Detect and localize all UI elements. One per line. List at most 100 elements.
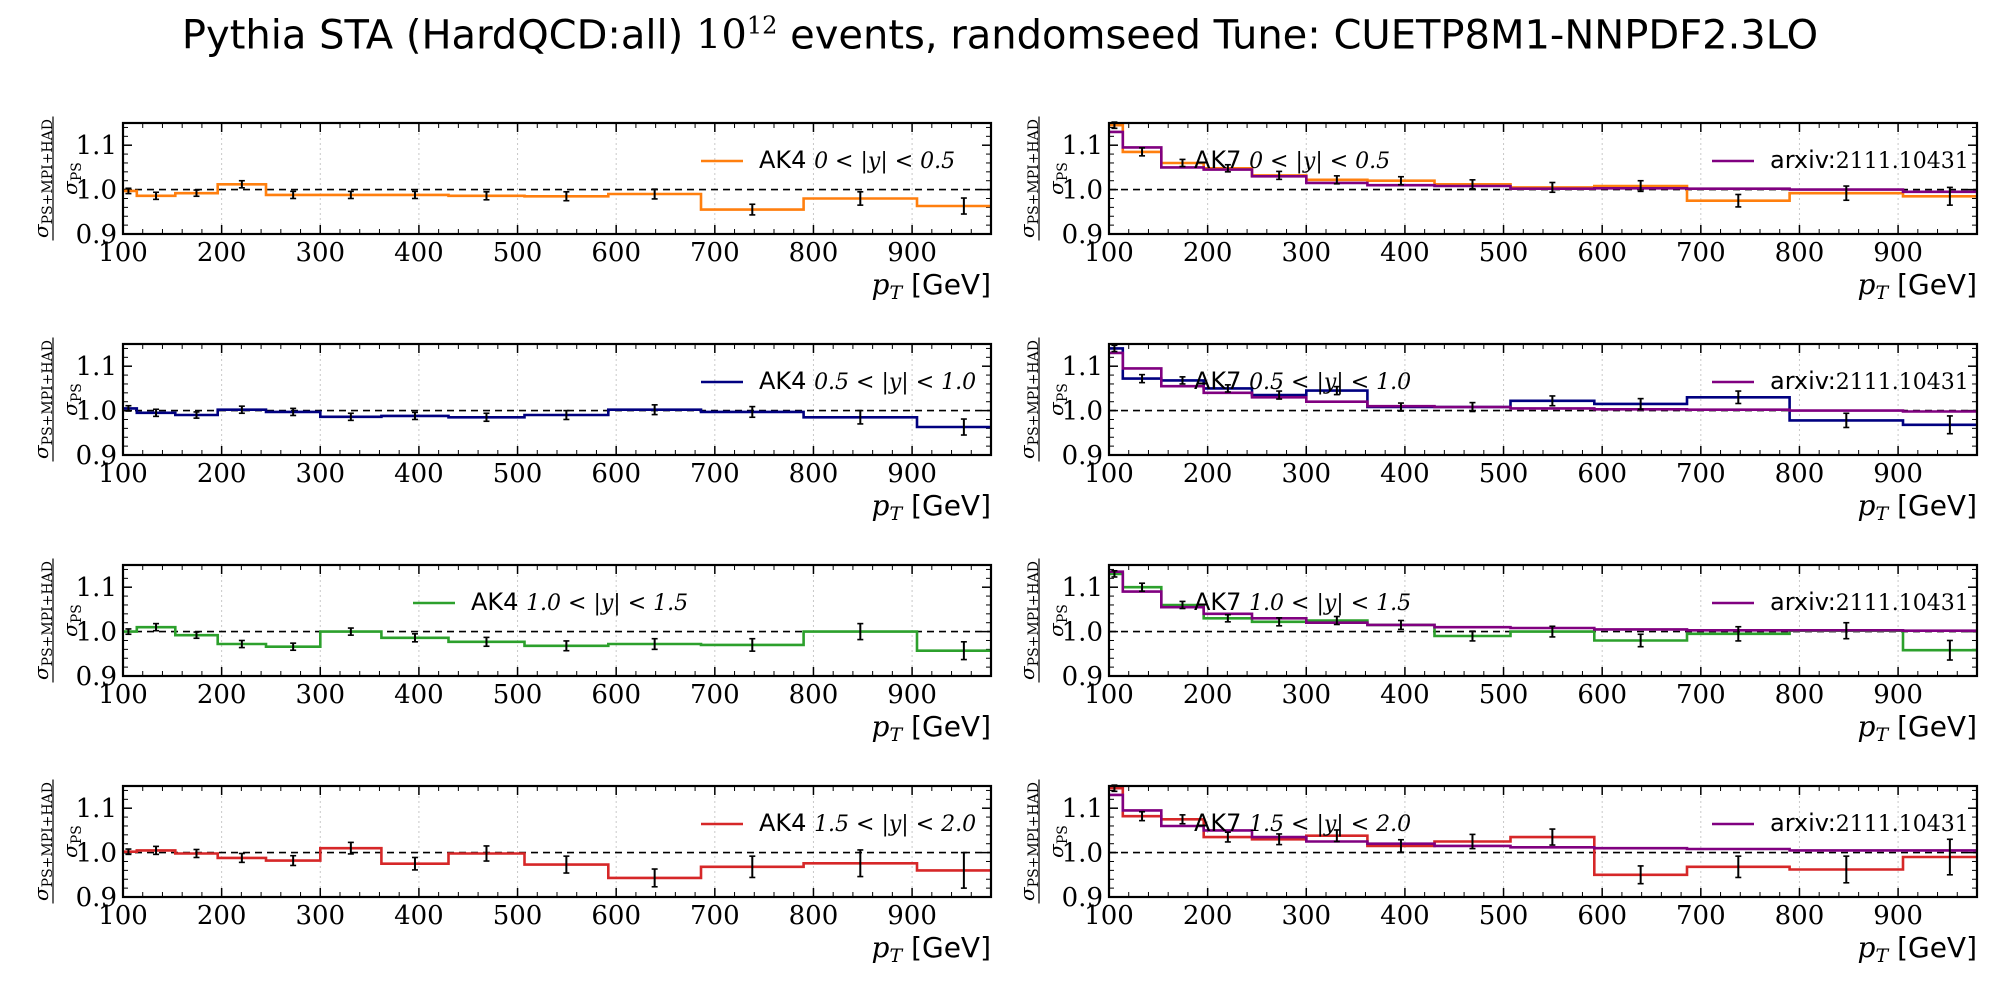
x-tick-label: 500 xyxy=(1479,901,1529,931)
axes-frame xyxy=(121,121,993,236)
x-tick-label: 100 xyxy=(98,459,148,489)
x-tick-label: 500 xyxy=(493,238,543,268)
y-tick-label: 1.0 xyxy=(76,618,117,648)
x-tick-label: 300 xyxy=(295,901,345,931)
legend-label: AK4 1.0 < |y| < 1.5 xyxy=(471,588,688,616)
x-tick-label: 800 xyxy=(789,238,839,268)
x-tick-label: 300 xyxy=(1281,238,1331,268)
x-tick-label: 700 xyxy=(1676,238,1726,268)
x-tick-label: 200 xyxy=(197,680,247,710)
legend-label: AK7 1.5 < |y| < 2.0 xyxy=(1194,809,1411,837)
y-tick-label: 1.1 xyxy=(76,352,117,382)
subplot-7: 100 200 300 400 500 600 700 800 900 0.9 1.0 1.1 pT [… xyxy=(29,779,993,967)
x-tick-label: 300 xyxy=(295,238,345,268)
x-tick-label: 100 xyxy=(1084,901,1134,931)
plot-area xyxy=(123,786,991,897)
legend-label: AK7 0.5 < |y| < 1.0 xyxy=(1194,367,1411,395)
legend: AK4 0 < |y| < 0.5 xyxy=(701,146,955,174)
x-tick-label: 100 xyxy=(1084,238,1134,268)
x-tick-label: 600 xyxy=(1577,459,1627,489)
axes-frame xyxy=(1107,563,1979,678)
x-tick-label: 100 xyxy=(98,680,148,710)
x-tick-label: 500 xyxy=(1479,238,1529,268)
x-axis-label: pT [GeV] xyxy=(872,931,991,967)
y-label-numerator: σPS xyxy=(58,604,85,637)
y-tick-label: 1.0 xyxy=(1062,839,1103,869)
y-label-denominator: σPS+MPI+HAD xyxy=(1015,119,1042,238)
title-power: 1012 xyxy=(696,12,777,58)
y-tick-label: 0.9 xyxy=(1062,883,1103,913)
axes-frame xyxy=(1107,342,1979,457)
legend: AK7 0.5 < |y| < 1.0 arxiv:2111.10431 xyxy=(1194,367,1969,395)
y-tick-label: 0.9 xyxy=(1062,441,1103,471)
x-tick-label: 200 xyxy=(1183,901,1233,931)
x-tick-label: 300 xyxy=(1281,680,1331,710)
x-tick-label: 900 xyxy=(887,680,937,710)
x-tick-label: 800 xyxy=(789,901,839,931)
x-tick-label: 400 xyxy=(1380,238,1430,268)
x-tick-label: 100 xyxy=(1084,680,1134,710)
x-tick-label: 500 xyxy=(493,680,543,710)
x-tick-label: 300 xyxy=(1281,901,1331,931)
axes-frame xyxy=(1107,784,1979,899)
title-prefix: Pythia STA (HardQCD:all) xyxy=(181,12,684,59)
y-tick-label: 1.0 xyxy=(76,839,117,869)
y-label-numerator: σPS xyxy=(1044,383,1071,416)
y-tick-label: 1.1 xyxy=(76,131,117,161)
subplot-3: 100 200 300 400 500 600 700 800 900 0.9 1.0 1.1 pT [… xyxy=(29,337,993,525)
x-tick-label: 300 xyxy=(1281,459,1331,489)
y-label-numerator: σPS xyxy=(1044,825,1071,858)
legend-label: AK4 1.5 < |y| < 2.0 xyxy=(759,809,976,837)
legend: AK4 0.5 < |y| < 1.0 xyxy=(701,367,976,395)
x-tick-label: 600 xyxy=(591,901,641,931)
title-suffix: events, randomseed Tune: CUETP8M1-NNPDF2… xyxy=(790,12,1819,59)
y-tick-label: 0.9 xyxy=(1062,220,1103,250)
legend: AK7 0 < |y| < 0.5 arxiv:2111.10431 xyxy=(1194,146,1969,174)
subplot-1: 100 200 300 400 500 600 700 800 900 0.9 1.0 1.1 pT [… xyxy=(29,116,993,304)
x-tick-label: 700 xyxy=(690,238,740,268)
x-tick-label: 600 xyxy=(1577,238,1627,268)
legend-label: AK4 0 < |y| < 0.5 xyxy=(759,146,955,174)
x-tick-label: 700 xyxy=(1676,901,1726,931)
y-label-denominator: σPS+MPI+HAD xyxy=(29,340,56,459)
y-tick-label: 1.1 xyxy=(1062,352,1103,382)
y-label-numerator: σPS xyxy=(1044,162,1071,195)
x-tick-label: 900 xyxy=(1873,680,1923,710)
x-tick-label: 100 xyxy=(1084,459,1134,489)
y-tick-label: 1.0 xyxy=(1062,397,1103,427)
x-axis-label: pT [GeV] xyxy=(872,489,991,525)
figure-title: Pythia STA (HardQCD:all) 1012 events, ra… xyxy=(0,12,2000,58)
x-tick-label: 500 xyxy=(1479,459,1529,489)
x-tick-label: 200 xyxy=(1183,238,1233,268)
plot-area xyxy=(123,565,991,676)
y-tick-label: 0.9 xyxy=(1062,662,1103,692)
x-tick-label: 500 xyxy=(493,459,543,489)
legend-label: arxiv:2111.10431 xyxy=(1770,588,1969,616)
x-tick-label: 700 xyxy=(690,901,740,931)
plot-area xyxy=(1109,123,1977,234)
y-tick-label: 1.1 xyxy=(1062,573,1103,603)
x-tick-label: 100 xyxy=(98,238,148,268)
x-tick-label: 600 xyxy=(591,680,641,710)
legend: AK7 1.0 < |y| < 1.5 arxiv:2111.10431 xyxy=(1194,588,1969,616)
legend-label: AK4 0.5 < |y| < 1.0 xyxy=(759,367,976,395)
y-label-numerator: σPS xyxy=(1044,604,1071,637)
plot-area xyxy=(1109,786,1977,897)
x-tick-label: 800 xyxy=(789,459,839,489)
legend: AK4 1.5 < |y| < 2.0 xyxy=(701,809,976,837)
x-tick-label: 600 xyxy=(1577,901,1627,931)
legend: AK4 1.0 < |y| < 1.5 xyxy=(413,588,688,616)
axes-frame xyxy=(121,784,993,899)
x-axis-label: pT [GeV] xyxy=(1858,268,1977,304)
x-tick-label: 700 xyxy=(690,680,740,710)
x-tick-label: 200 xyxy=(1183,459,1233,489)
y-label-denominator: σPS+MPI+HAD xyxy=(1015,340,1042,459)
x-tick-label: 300 xyxy=(295,459,345,489)
x-tick-label: 400 xyxy=(1380,680,1430,710)
x-tick-label: 700 xyxy=(1676,459,1726,489)
x-tick-label: 900 xyxy=(887,459,937,489)
legend-label: AK7 0 < |y| < 0.5 xyxy=(1194,146,1390,174)
x-axis-label: pT [GeV] xyxy=(872,268,991,304)
